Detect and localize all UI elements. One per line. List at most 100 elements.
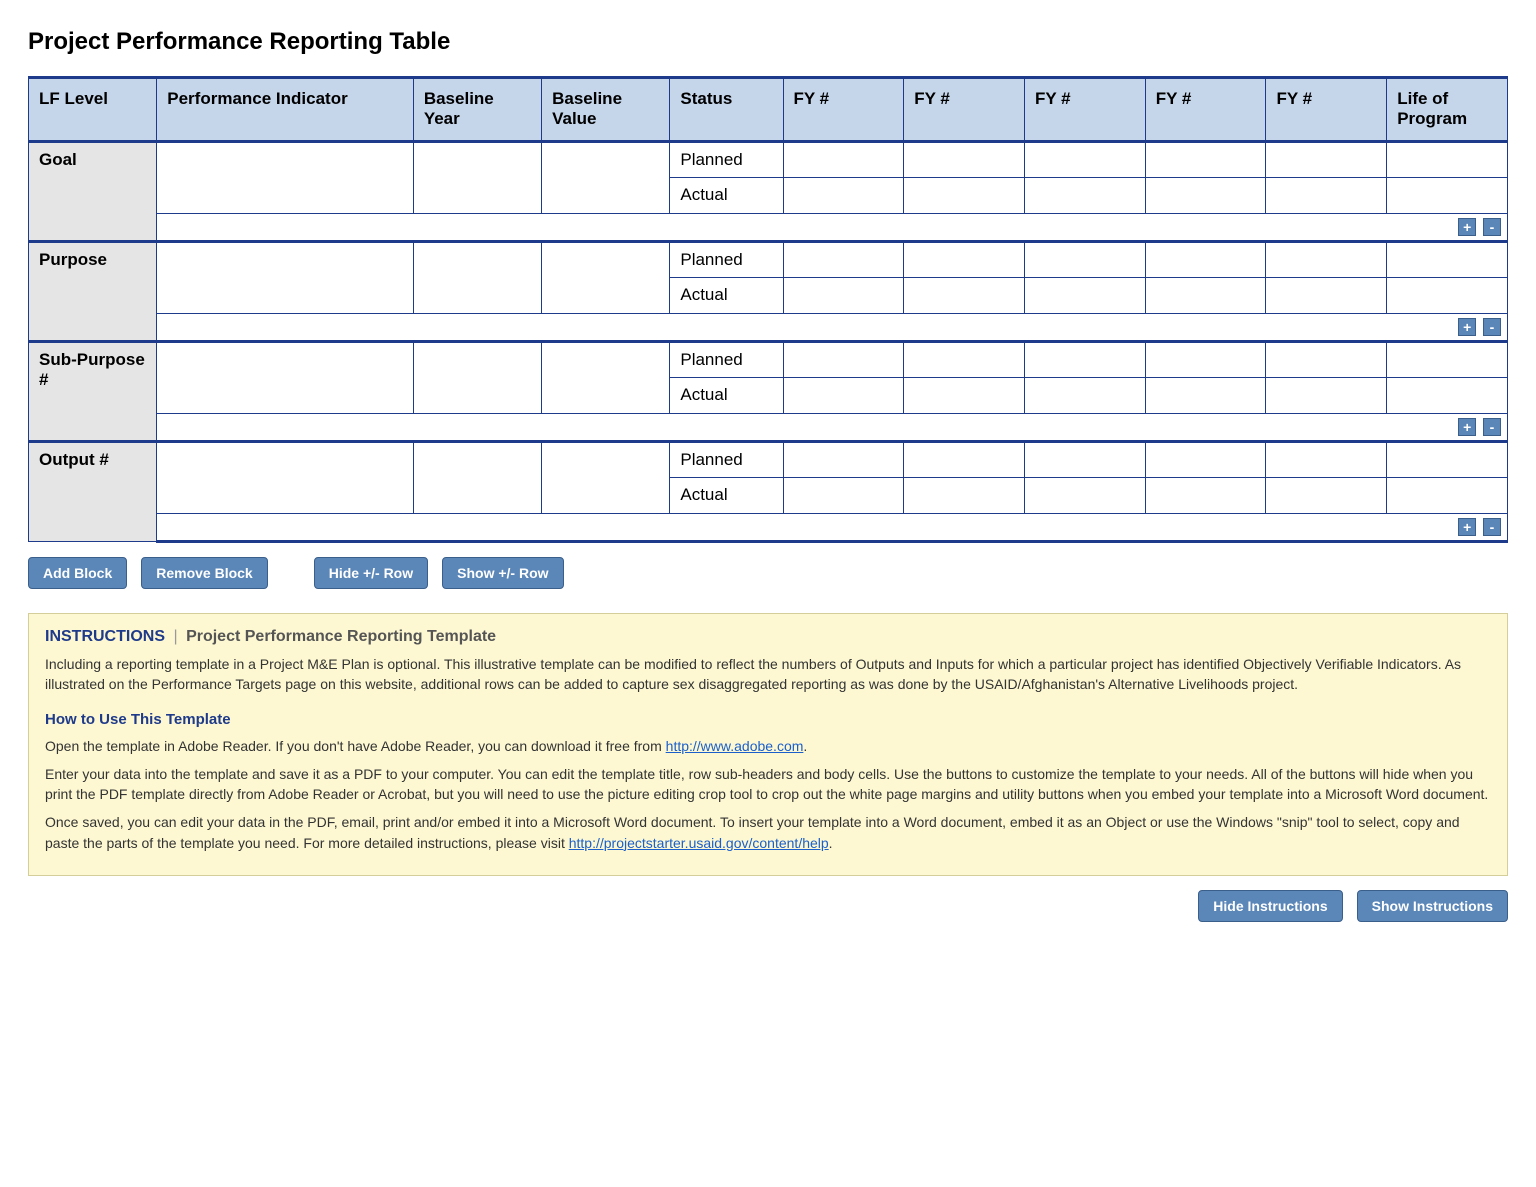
cell-baseline-yr[interactable] <box>413 342 541 414</box>
help-link[interactable]: http://projectstarter.usaid.gov/content/… <box>569 835 829 851</box>
cell-fy[interactable] <box>1025 142 1146 178</box>
performance-table: LF Level Performance Indicator Baseline … <box>28 76 1508 543</box>
add-block-button[interactable]: Add Block <box>28 557 127 589</box>
cell-baseline-yr[interactable] <box>413 442 541 514</box>
cell-perf-ind[interactable] <box>157 242 414 314</box>
cell-baseline-yr[interactable] <box>413 242 541 314</box>
cell-fy[interactable] <box>1145 378 1266 414</box>
lf-level-cell[interactable]: Output # <box>29 442 157 542</box>
cell-status-planned: Planned <box>670 242 783 278</box>
cell-fy[interactable] <box>783 378 904 414</box>
cell-fy[interactable] <box>1025 242 1146 278</box>
cell-fy[interactable] <box>783 242 904 278</box>
cell-lop[interactable] <box>1387 178 1508 214</box>
cell-status-planned: Planned <box>670 442 783 478</box>
cell-fy[interactable] <box>783 178 904 214</box>
add-row-button[interactable]: + <box>1458 518 1476 536</box>
cell-lop[interactable] <box>1387 342 1508 378</box>
col-fy-3: FY # <box>1025 78 1146 142</box>
cell-perf-ind[interactable] <box>157 142 414 214</box>
cell-fy[interactable] <box>1025 178 1146 214</box>
cell-fy[interactable] <box>1145 178 1266 214</box>
cell-fy[interactable] <box>1266 478 1387 514</box>
cell-fy[interactable] <box>783 442 904 478</box>
cell-baseline-yr[interactable] <box>413 142 541 214</box>
cell-fy[interactable] <box>1145 278 1266 314</box>
cell-fy[interactable] <box>783 478 904 514</box>
remove-row-button[interactable]: - <box>1483 518 1501 536</box>
cell-fy[interactable] <box>1145 142 1266 178</box>
cell-baseline-val[interactable] <box>542 242 670 314</box>
cell-lop[interactable] <box>1387 142 1508 178</box>
cell-fy[interactable] <box>1266 242 1387 278</box>
cell-fy[interactable] <box>1025 342 1146 378</box>
cell-fy[interactable] <box>1025 478 1146 514</box>
cell-fy[interactable] <box>1145 478 1266 514</box>
col-fy-5: FY # <box>1266 78 1387 142</box>
cell-fy[interactable] <box>1145 242 1266 278</box>
remove-row-button[interactable]: - <box>1483 218 1501 236</box>
instructions-para: Including a reporting template in a Proj… <box>45 654 1491 695</box>
col-baseline-val: Baseline Value <box>542 78 670 142</box>
page-title: Project Performance Reporting Table <box>28 28 1508 56</box>
remove-row-button[interactable]: - <box>1483 318 1501 336</box>
cell-lop[interactable] <box>1387 378 1508 414</box>
cell-fy[interactable] <box>1145 342 1266 378</box>
cell-fy[interactable] <box>1145 442 1266 478</box>
cell-fy[interactable] <box>1266 142 1387 178</box>
cell-perf-ind[interactable] <box>157 442 414 514</box>
adobe-link[interactable]: http://www.adobe.com <box>666 738 804 754</box>
cell-fy[interactable] <box>783 278 904 314</box>
cell-fy[interactable] <box>1266 378 1387 414</box>
cell-baseline-val[interactable] <box>542 342 670 414</box>
plus-minus-row: + - <box>29 514 1508 542</box>
cell-fy[interactable] <box>1025 378 1146 414</box>
lf-level-cell[interactable]: Sub-Purpose # <box>29 342 157 442</box>
hide-row-button[interactable]: Hide +/- Row <box>314 557 428 589</box>
cell-fy[interactable] <box>1266 178 1387 214</box>
cell-lop[interactable] <box>1387 478 1508 514</box>
add-row-button[interactable]: + <box>1458 218 1476 236</box>
remove-block-button[interactable]: Remove Block <box>141 557 267 589</box>
cell-lop[interactable] <box>1387 278 1508 314</box>
col-fy-4: FY # <box>1145 78 1266 142</box>
cell-fy[interactable] <box>783 142 904 178</box>
cell-fy[interactable] <box>1266 442 1387 478</box>
cell-fy[interactable] <box>904 478 1025 514</box>
cell-fy[interactable] <box>904 442 1025 478</box>
show-row-button[interactable]: Show +/- Row <box>442 557 563 589</box>
instructions-para: Once saved, you can edit your data in th… <box>45 812 1491 853</box>
cell-baseline-val[interactable] <box>542 442 670 514</box>
table-row: Purpose Planned <box>29 242 1508 278</box>
cell-fy[interactable] <box>1266 342 1387 378</box>
cell-perf-ind[interactable] <box>157 342 414 414</box>
plus-minus-row: + - <box>29 314 1508 342</box>
cell-lop[interactable] <box>1387 242 1508 278</box>
cell-fy[interactable] <box>904 342 1025 378</box>
add-row-button[interactable]: + <box>1458 418 1476 436</box>
cell-fy[interactable] <box>904 278 1025 314</box>
lf-level-cell[interactable]: Purpose <box>29 242 157 342</box>
table-row: Output # Planned <box>29 442 1508 478</box>
cell-fy[interactable] <box>904 142 1025 178</box>
table-row: Goal Planned <box>29 142 1508 178</box>
hide-instructions-button[interactable]: Hide Instructions <box>1198 890 1342 922</box>
block-purpose: Purpose Planned Actual + - <box>29 242 1508 342</box>
cell-baseline-val[interactable] <box>542 142 670 214</box>
cell-fy[interactable] <box>904 378 1025 414</box>
cell-fy[interactable] <box>1266 278 1387 314</box>
remove-row-button[interactable]: - <box>1483 418 1501 436</box>
cell-fy[interactable] <box>783 342 904 378</box>
cell-fy[interactable] <box>904 242 1025 278</box>
show-instructions-button[interactable]: Show Instructions <box>1357 890 1508 922</box>
cell-fy[interactable] <box>1025 442 1146 478</box>
cell-status-planned: Planned <box>670 142 783 178</box>
cell-fy[interactable] <box>1025 278 1146 314</box>
add-row-button[interactable]: + <box>1458 318 1476 336</box>
cell-fy[interactable] <box>904 178 1025 214</box>
lf-level-cell[interactable]: Goal <box>29 142 157 242</box>
cell-lop[interactable] <box>1387 442 1508 478</box>
col-baseline-yr: Baseline Year <box>413 78 541 142</box>
text: . <box>803 738 807 754</box>
plus-minus-row: + - <box>29 414 1508 442</box>
